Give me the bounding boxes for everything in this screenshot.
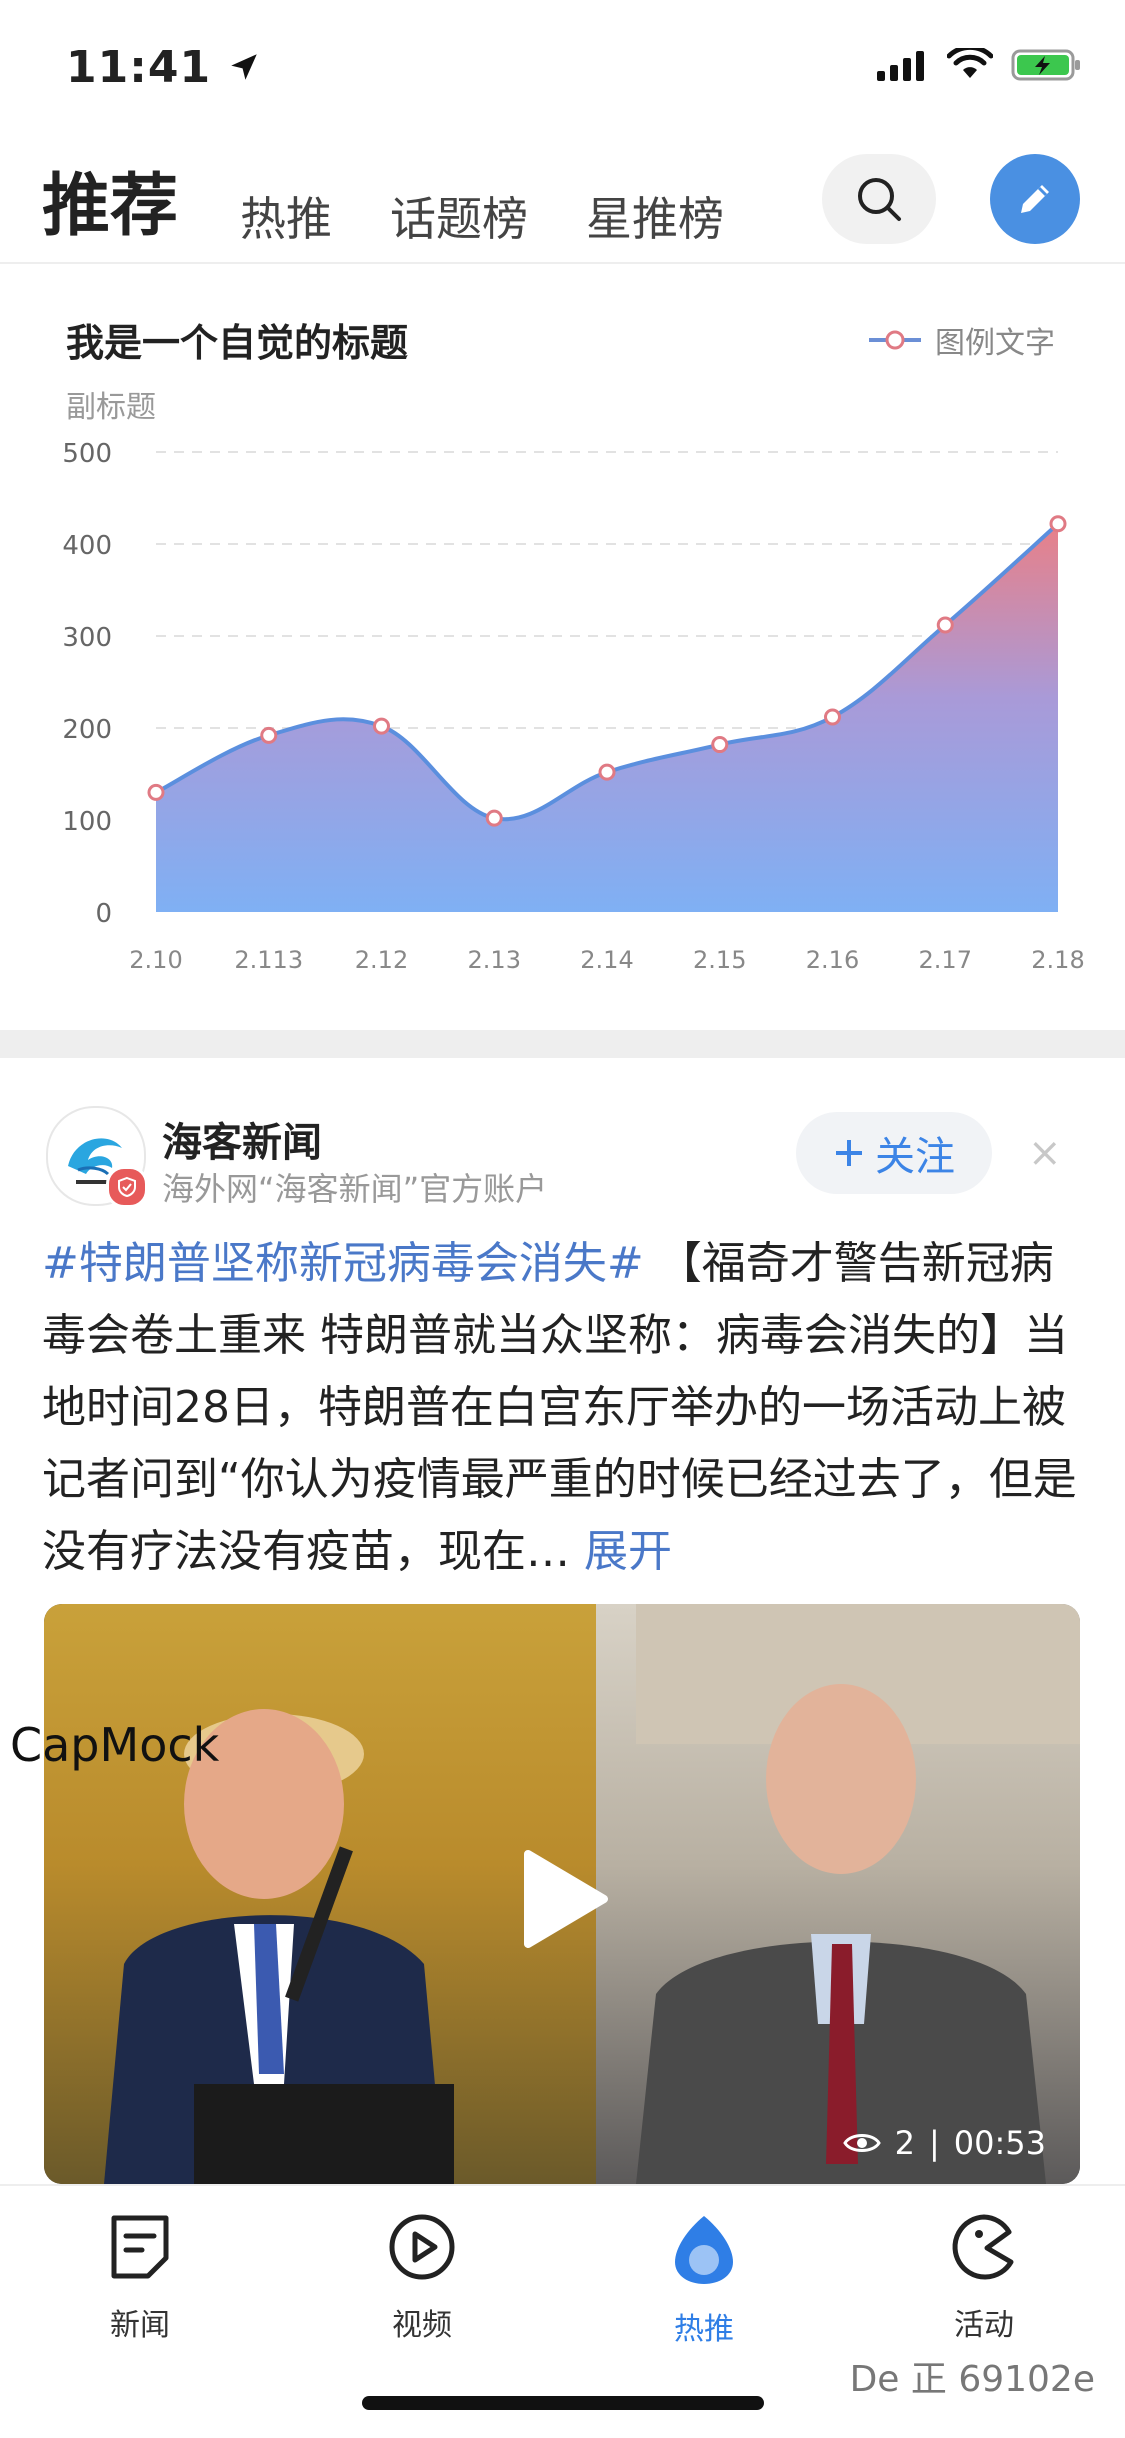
signal-icon xyxy=(877,51,924,81)
pencil-icon xyxy=(1021,185,1049,213)
follow-label: 关注 xyxy=(875,1134,955,1180)
x-tick-label: 2.113 xyxy=(234,946,303,974)
speaker-illustration xyxy=(104,1709,454,2184)
status-icons xyxy=(877,48,1083,82)
data-points xyxy=(147,515,1067,827)
activity-icon xyxy=(952,2214,1014,2280)
home-indicator[interactable] xyxy=(362,2396,764,2410)
play-icon[interactable] xyxy=(514,1844,614,1954)
x-tick-label: 2.10 xyxy=(129,946,182,974)
status-time-text: 11:41 xyxy=(66,42,212,93)
data-point[interactable] xyxy=(598,763,616,781)
y-tick-label: 0 xyxy=(95,899,112,929)
follow-button[interactable]: 关注 xyxy=(796,1112,992,1194)
corner-label: De 正 69102e xyxy=(849,2359,1095,2400)
search-button[interactable] xyxy=(822,154,936,244)
legend-marker-icon xyxy=(869,330,921,350)
data-point[interactable] xyxy=(824,708,841,726)
nav-item-activity[interactable]: 活动 xyxy=(894,2212,1074,2344)
data-point[interactable] xyxy=(936,616,954,634)
nav-label-activity: 活动 xyxy=(954,2308,1014,2343)
play-circle-icon xyxy=(389,2214,455,2280)
wifi-icon xyxy=(947,48,993,78)
tab-stars[interactable]: 星推榜 xyxy=(586,192,725,246)
tab-topics[interactable]: 话题榜 xyxy=(390,192,529,246)
news-icon xyxy=(111,2215,169,2279)
search-icon xyxy=(858,178,901,221)
eye-icon xyxy=(842,2134,881,2152)
data-point[interactable] xyxy=(373,717,390,735)
data-point[interactable] xyxy=(485,809,503,827)
video-duration: 00:53 xyxy=(953,2124,1046,2162)
location-arrow-icon xyxy=(231,54,258,80)
chart-subtitle: 副标题 xyxy=(66,390,156,425)
verified-badge-icon xyxy=(106,1166,148,1208)
x-tick-label: 2.14 xyxy=(580,946,633,974)
x-tick-label: 2.17 xyxy=(919,946,972,974)
chart-legend: 图例文字 xyxy=(869,318,1055,362)
x-axis: 2.10 2.113 2.12 2.13 2.14 2.15 2.16 2.17 2.18 xyxy=(129,946,1084,974)
plus-icon xyxy=(836,1140,862,1166)
top-divider xyxy=(0,262,1125,264)
post-body: 【福奇才警告新冠病毒会卷土重来 特朗普就当众坚称：病毒会消失的】当地时间28日，… xyxy=(42,1238,1077,1577)
interviewee-illustration xyxy=(636,1604,1080,2184)
y-tick-label: 300 xyxy=(62,623,112,653)
author-description: 海外网“海客新闻”官方账户 xyxy=(162,1170,548,1208)
y-axis: 0 100 200 300 400 500 xyxy=(62,439,112,929)
battery-icon xyxy=(1011,49,1080,81)
nav-item-video[interactable]: 视频 xyxy=(332,2212,512,2344)
x-tick-label: 2.18 xyxy=(1031,946,1084,974)
y-tick-label: 200 xyxy=(62,715,112,745)
data-point[interactable] xyxy=(1049,515,1067,533)
chart-title: 我是一个自觉的标题 xyxy=(66,321,409,365)
video-player[interactable]: 2 | 00:53 xyxy=(44,1604,1080,2184)
video-frame-right xyxy=(596,1604,1080,2184)
y-tick-label: 500 xyxy=(62,439,112,469)
status-time: 11:41 xyxy=(66,42,261,93)
series-area xyxy=(156,523,1058,912)
overlay-text: CapMock xyxy=(10,1718,220,1772)
data-point[interactable] xyxy=(147,783,165,801)
top-tab-bar: 推荐 热推 话题榜 星推榜 xyxy=(42,150,782,249)
expand-link[interactable]: 展开 xyxy=(584,1526,672,1577)
post-hashtag[interactable]: #特朗普坚称新冠病毒会消失# xyxy=(42,1238,644,1289)
data-point[interactable] xyxy=(711,736,729,754)
post-text: #特朗普坚称新冠病毒会消失# 【福奇才警告新冠病毒会卷土重来 特朗普就当众坚称：… xyxy=(42,1228,1082,1588)
logo-icon xyxy=(68,1138,122,1184)
legend-label: 图例文字 xyxy=(935,326,1055,361)
view-count: 2 xyxy=(894,2124,915,2162)
section-separator xyxy=(0,1030,1125,1058)
nav-label-hot: 热推 xyxy=(674,2312,734,2347)
data-point[interactable] xyxy=(260,726,278,744)
video-meta: 2 | 00:53 xyxy=(842,2124,1046,2162)
nav-label-video: 视频 xyxy=(392,2308,452,2343)
hot-icon xyxy=(675,2216,733,2284)
x-tick-label: 2.12 xyxy=(355,946,408,974)
y-tick-label: 400 xyxy=(62,531,112,561)
tab-recommend[interactable]: 推荐 xyxy=(42,167,179,246)
video-frame-left xyxy=(44,1604,596,2184)
shield-check-icon xyxy=(118,1176,136,1198)
tab-hot[interactable]: 热推 xyxy=(240,192,333,246)
nav-item-hot[interactable]: 热推 xyxy=(614,2212,794,2348)
nav-label-news: 新闻 xyxy=(110,2308,170,2343)
bottom-nav: 新闻 视频 热推 活动 xyxy=(0,2184,1125,2438)
dismiss-button[interactable]: × xyxy=(1028,1130,1062,1176)
meta-separator: | xyxy=(929,2124,940,2162)
edit-button[interactable] xyxy=(990,154,1080,244)
x-tick-label: 2.16 xyxy=(806,946,859,974)
y-tick-label: 100 xyxy=(62,807,112,837)
x-tick-label: 2.13 xyxy=(468,946,521,974)
nav-item-news[interactable]: 新闻 xyxy=(50,2212,230,2344)
author-name[interactable]: 海客新闻 xyxy=(162,1120,322,1166)
x-tick-label: 2.15 xyxy=(693,946,746,974)
